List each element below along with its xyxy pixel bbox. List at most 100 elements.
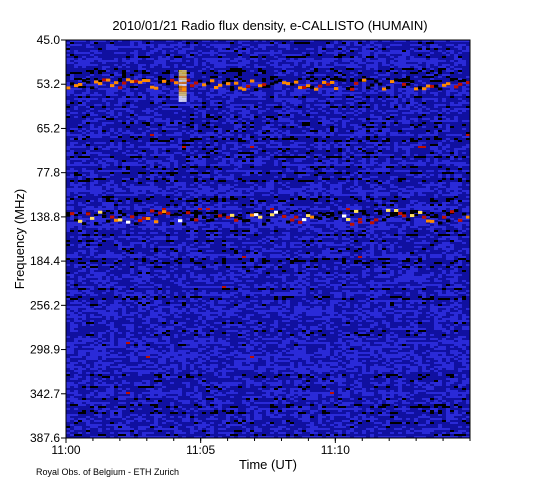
spectrogram-cell — [338, 84, 343, 87]
spectrogram-cell — [78, 110, 83, 113]
spectrogram-cell — [182, 128, 187, 131]
spectrogram-cell — [214, 54, 219, 57]
spectrogram-cell — [94, 106, 99, 109]
spectrogram-cell — [446, 88, 451, 91]
spectrogram-cell — [190, 136, 195, 139]
spectrogram-cell — [210, 84, 215, 87]
spectrogram-cell — [214, 104, 219, 107]
spectrogram-cell — [426, 64, 431, 67]
spectrogram-cell — [374, 126, 379, 129]
spectrogram-cell — [402, 94, 407, 97]
spectrogram-cell — [114, 88, 119, 91]
spectrogram-cell — [362, 88, 367, 91]
spectrogram-cell — [186, 128, 191, 131]
spectrogram-cell — [382, 126, 387, 129]
spectrogram-cell — [410, 40, 415, 43]
spectrogram-cell — [346, 128, 351, 131]
spectrogram-cell — [190, 134, 195, 137]
spectrogram-cell — [386, 106, 391, 109]
spectrogram-cell — [326, 110, 331, 113]
spectrogram-cell — [266, 56, 271, 59]
spectrogram-cell — [358, 52, 363, 55]
spectrogram-cell — [398, 70, 403, 73]
spectrogram-cell — [158, 40, 163, 43]
spectrogram-cell — [142, 88, 147, 91]
spectrogram-cell — [66, 96, 71, 99]
spectrogram-cell — [354, 134, 359, 137]
spectrogram-cell — [462, 118, 467, 121]
spectrogram-cell — [310, 136, 315, 139]
spectrogram-cell — [194, 72, 199, 75]
spectrogram-cell — [406, 42, 411, 45]
spectrogram-cell — [114, 56, 119, 59]
spectrogram-cell — [66, 124, 71, 127]
spectrogram-cell — [294, 96, 299, 99]
spectrogram-cell — [270, 86, 275, 89]
spectrogram-cell — [322, 134, 327, 137]
spectrogram-cell — [434, 92, 439, 95]
spectrogram-cell — [362, 122, 367, 125]
spectrogram-cell — [110, 96, 115, 99]
spectrogram-cell — [366, 68, 371, 71]
spectrogram-cell — [462, 54, 467, 57]
spectrogram-cell — [302, 118, 307, 121]
spectrogram-cell — [382, 84, 387, 87]
spectrogram-cell — [78, 88, 83, 91]
spectrogram-cell — [102, 122, 107, 125]
spectrogram-cell — [422, 130, 427, 133]
spectrogram-cell — [270, 104, 275, 107]
spectrogram-cell — [346, 114, 351, 117]
spectrogram-cell — [106, 136, 111, 139]
spectrogram-cell — [218, 98, 223, 101]
spectrogram-cell — [414, 122, 419, 125]
spectrogram-cell — [122, 124, 127, 127]
spectrogram-cell — [318, 44, 323, 47]
spectrogram-cell — [282, 102, 287, 105]
spectrogram-cell — [78, 94, 83, 97]
spectrogram-cell — [370, 50, 375, 53]
spectrogram-cell — [190, 132, 195, 135]
spectrogram-cell — [182, 124, 187, 127]
spectrogram-cell — [422, 86, 427, 89]
spectrogram-cell — [290, 114, 295, 117]
spectrogram-cell — [330, 42, 335, 45]
spectrogram-cell — [306, 62, 311, 65]
spectrogram-cell — [446, 104, 451, 107]
spectrogram-cell — [150, 94, 155, 97]
spectrogram-cell — [78, 136, 83, 139]
spectrogram-cell — [458, 68, 463, 71]
spectrogram-cell — [278, 72, 283, 75]
spectrogram-cell — [386, 126, 391, 129]
spectrogram-cell — [466, 104, 471, 107]
spectrogram-cell — [142, 92, 147, 95]
spectrogram-cell — [362, 136, 367, 139]
spectrogram-cell — [310, 96, 315, 99]
spectrogram-cell — [190, 40, 195, 43]
spectrogram-cell — [318, 112, 323, 115]
spectrogram-cell — [326, 62, 331, 65]
spectrogram-cell — [254, 92, 259, 95]
spectrogram-cell — [398, 106, 403, 109]
spectrogram-cell — [94, 124, 99, 127]
spectrogram-cell — [278, 82, 283, 85]
spectrogram-cell — [206, 44, 211, 47]
spectrogram-cell — [318, 128, 323, 131]
spectrogram-cell — [246, 90, 251, 93]
spectrogram-cell — [130, 66, 135, 69]
spectrogram-cell — [454, 76, 459, 79]
spectrogram-cell — [82, 92, 87, 95]
spectrogram-cell — [70, 126, 75, 129]
spectrogram-cell — [194, 90, 199, 93]
spectrogram-cell — [306, 70, 311, 73]
spectrogram-cell — [106, 50, 111, 53]
spectrogram-cell — [210, 124, 215, 127]
spectrogram-cell — [442, 78, 447, 81]
spectrogram-cell — [154, 42, 159, 45]
spectrogram-cell — [142, 40, 147, 43]
spectrogram-cell — [98, 84, 103, 87]
spectrogram-cell — [190, 48, 195, 51]
spectrogram-cell — [298, 136, 303, 139]
spectrogram-cell — [214, 126, 219, 129]
spectrogram-cell — [346, 134, 351, 137]
spectrogram-cell — [378, 96, 383, 99]
